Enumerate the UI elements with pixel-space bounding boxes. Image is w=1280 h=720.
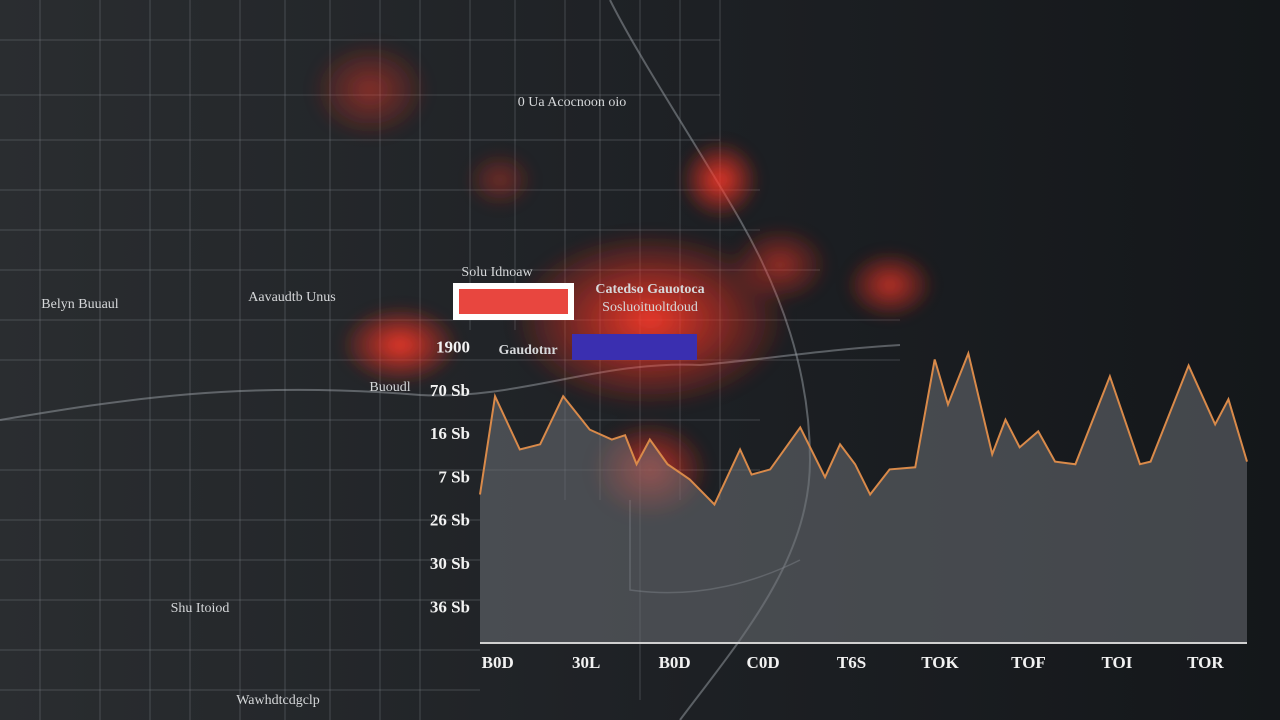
x-tick-label: TOK bbox=[921, 653, 959, 672]
map-label: Shu Itoiod bbox=[171, 601, 230, 616]
x-tick-label: TOF bbox=[1011, 653, 1046, 672]
y-tick-label: 36 Sb bbox=[430, 597, 470, 616]
x-tick-label: T6S bbox=[837, 653, 866, 672]
x-tick-label: C0D bbox=[747, 653, 780, 672]
legend-title: Solu Idnoaw bbox=[461, 265, 533, 280]
x-tick-label: B0D bbox=[659, 653, 691, 672]
y-tick-label: 1900 bbox=[436, 338, 470, 357]
area-line bbox=[479, 350, 1248, 507]
map-labels: 0 Ua Acocnoon oio Belyn Buuaul Aavaudtb … bbox=[41, 95, 626, 708]
heatmap bbox=[310, 40, 935, 520]
x-tick-label: 30L bbox=[572, 653, 600, 672]
y-tick-label: 70 Sb bbox=[430, 381, 470, 400]
legend-label: Catedso Gauotoca bbox=[595, 282, 704, 297]
map-label: 0 Ua Acocnoon oio bbox=[518, 95, 626, 110]
map-label: Buoudl bbox=[369, 380, 410, 395]
map-label: Wawhdtcdgclp bbox=[236, 693, 320, 708]
y-tick-label: 26 Sb bbox=[430, 511, 470, 530]
x-tick-label: TOI bbox=[1102, 653, 1133, 672]
legend-swatch-fill bbox=[459, 289, 568, 314]
map-label: Belyn Buuaul bbox=[41, 297, 118, 312]
legend-swatch bbox=[572, 334, 697, 360]
legend: Solu Idnoaw Catedso Gauotoca Sosluoituol… bbox=[453, 265, 705, 360]
area-chart: 36 Sb 30 Sb 26 Sb 7 Sb 16 Sb 70 Sb 1900 B0D 30L B… bbox=[430, 338, 1248, 672]
x-tick-label: B0D bbox=[482, 653, 514, 672]
legend-label: Gaudotnr bbox=[498, 343, 557, 358]
y-tick-label: 7 Sb bbox=[438, 467, 470, 486]
legend-label: Sosluoituoltdoud bbox=[602, 300, 698, 315]
x-tick-label: TOR bbox=[1187, 653, 1224, 672]
map-label: Aavaudtb Unus bbox=[248, 290, 336, 305]
y-tick-label: 16 Sb bbox=[430, 424, 470, 443]
y-tick-label: 30 Sb bbox=[430, 554, 470, 573]
area-fill bbox=[480, 353, 1247, 643]
